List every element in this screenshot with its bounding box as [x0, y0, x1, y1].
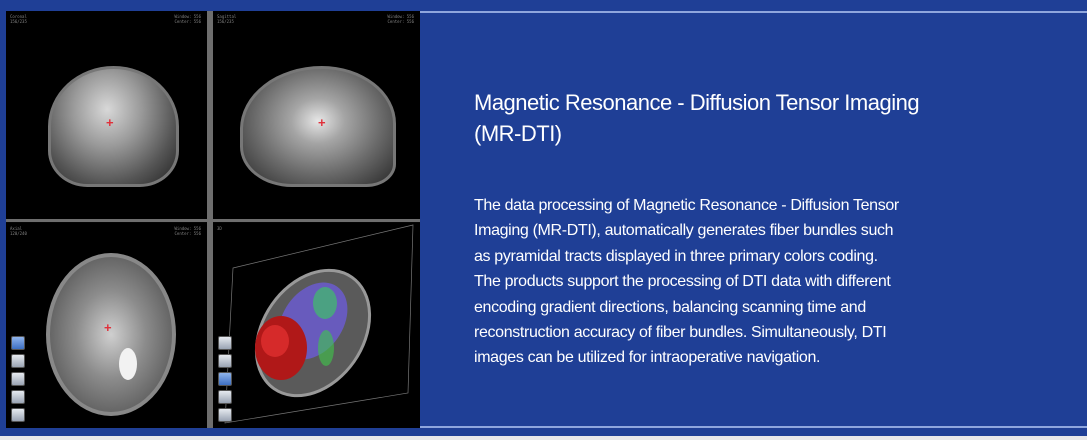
tool-button[interactable] — [11, 408, 25, 422]
tool-button[interactable] — [218, 354, 232, 368]
view-name: Coronal — [10, 14, 27, 19]
title-line: (MR-DTI) — [474, 121, 562, 146]
bottom-strip — [0, 436, 1087, 440]
top-divider-line — [420, 11, 1087, 13]
description-line: encoding gradient directions, balancing … — [474, 298, 866, 316]
window-value: Window: 556 — [174, 226, 202, 231]
description-line: reconstruction accuracy of fiber bundles… — [474, 324, 887, 342]
section-title: Magnetic Resonance - Diffusion Tensor Im… — [474, 87, 920, 149]
horizontal-pane-divider[interactable] — [6, 219, 420, 222]
bottom-divider-line — [420, 426, 1087, 428]
tool-button[interactable] — [218, 372, 232, 386]
window-value: Window: 556 — [174, 14, 202, 19]
center-value: Center: 556 — [387, 19, 415, 24]
axial-view: Axial 120/240 Window: 556 Center: 556 + — [6, 223, 207, 428]
tool-button[interactable] — [11, 354, 25, 368]
crosshair-icon: + — [106, 115, 114, 130]
center-value: Center: 556 — [174, 231, 202, 236]
sagittal-view: Sagittal 156/235 Window: 556 Center: 556 + — [213, 11, 420, 219]
tool-button[interactable] — [218, 408, 232, 422]
tool-button[interactable] — [11, 372, 25, 386]
window-value: Window: 556 — [387, 14, 415, 19]
sagittal-brain-scan — [240, 66, 396, 187]
coronal-brain-scan — [48, 66, 179, 187]
description-line: Imaging (MR-DTI), automatically generate… — [474, 222, 894, 240]
slice-number: 120/240 — [10, 231, 27, 236]
crosshair-icon: + — [318, 115, 326, 130]
slice-number: 156/235 — [217, 19, 234, 24]
toolbar — [11, 336, 25, 422]
view-name: 3D — [217, 226, 222, 231]
3d-render — [224, 224, 414, 424]
description-line: The data processing of Magnetic Resonanc… — [474, 197, 899, 214]
tool-button[interactable] — [218, 390, 232, 404]
title-line: Magnetic Resonance - Diffusion Tensor Im… — [474, 90, 920, 115]
axial-brain-scan — [46, 253, 176, 416]
description: The data processing of Magnetic Resonanc… — [474, 193, 899, 371]
tool-button[interactable] — [11, 390, 25, 404]
center-value: Center: 556 — [174, 19, 202, 24]
toolbar — [218, 336, 232, 422]
view-name: Sagittal — [217, 14, 237, 19]
coronal-view: Coronal 156/235 Window: 556 Center: 556 + — [6, 11, 207, 219]
view-name: Axial — [10, 226, 23, 231]
description-line: as pyramidal tracts displayed in three p… — [474, 247, 878, 265]
description-line: The products support the processing of D… — [474, 273, 891, 291]
bright-lesion — [119, 348, 137, 380]
crosshair-icon: + — [104, 320, 112, 335]
description-line: images can be utilized for intraoperativ… — [474, 349, 821, 367]
tool-button[interactable] — [218, 336, 232, 350]
3d-view: 3D — [213, 223, 420, 428]
mri-viewer-image: Coronal 156/235 Window: 556 Center: 556 + … — [6, 11, 420, 428]
slice-number: 156/235 — [10, 19, 27, 24]
tool-button[interactable] — [11, 336, 25, 350]
